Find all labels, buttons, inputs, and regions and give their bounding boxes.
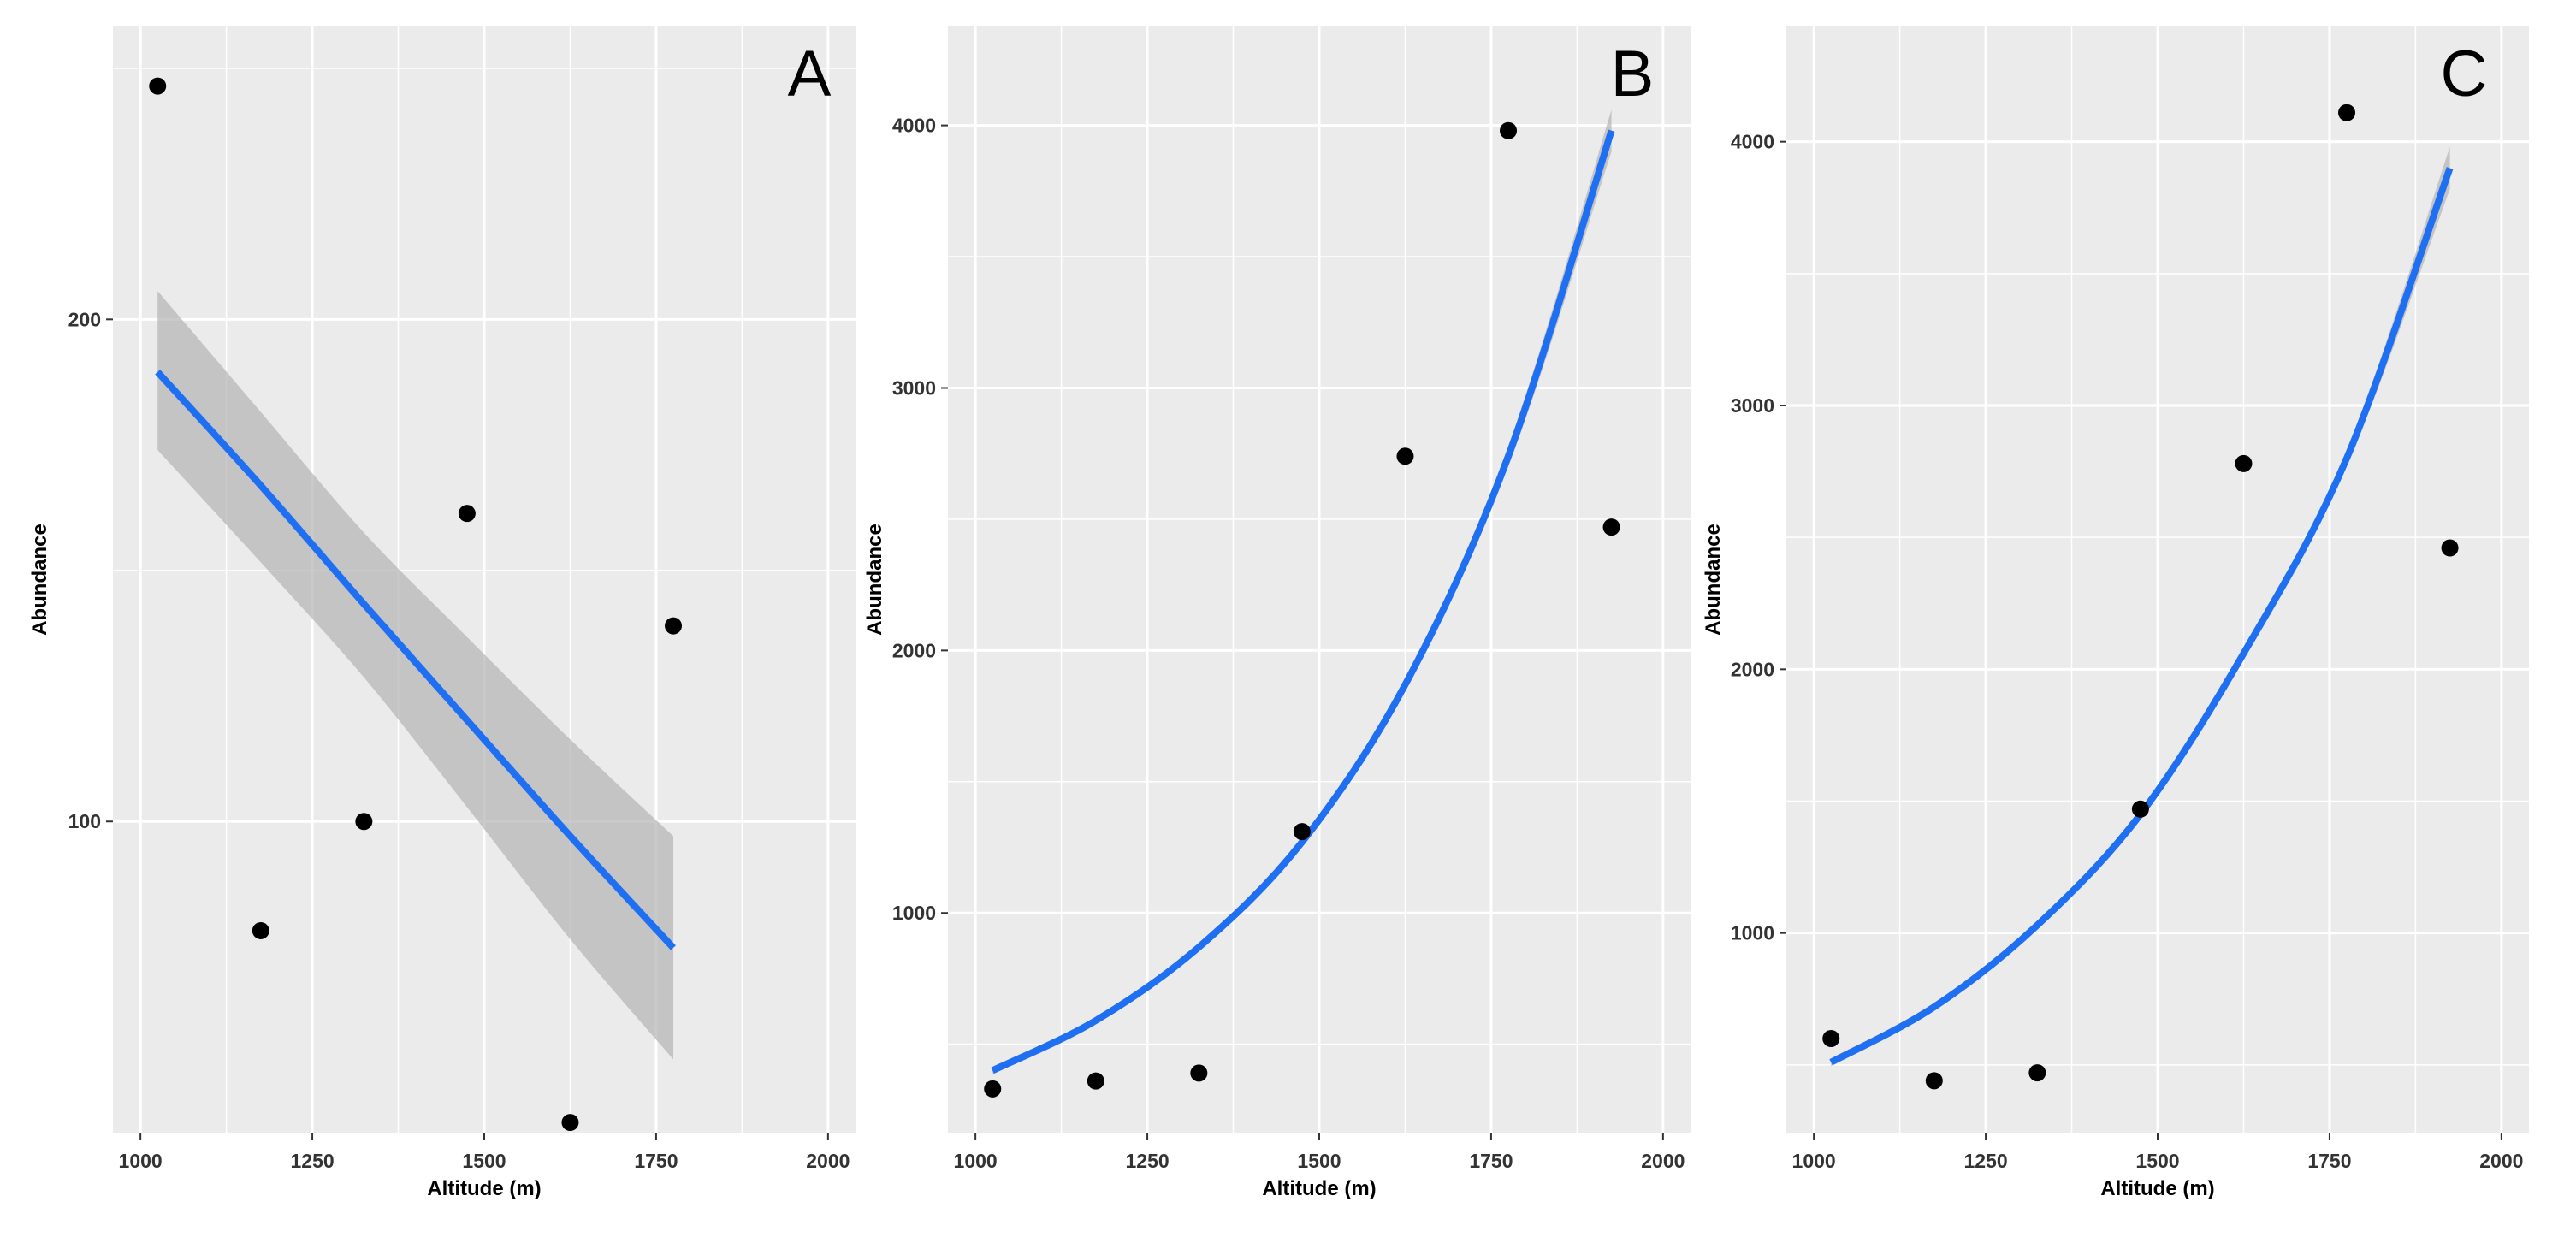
x-tick-label: 1750 xyxy=(2307,1150,2351,1172)
confidence-ribbon xyxy=(157,291,673,1060)
y-tick-label: 3000 xyxy=(892,376,936,399)
panel-label: A xyxy=(788,38,832,110)
x-tick-label: 2000 xyxy=(1641,1150,1685,1172)
panel-A: 1000 1250 1500 1750 2000 100 200 Altitude (m) Ab… xyxy=(28,26,856,1200)
fit-line xyxy=(1829,167,2454,1066)
x-tick-label: 1250 xyxy=(1963,1150,2007,1172)
panel-label: B xyxy=(1611,38,1655,110)
data-point xyxy=(1293,823,1311,841)
fit-line xyxy=(991,129,1615,1074)
data-point xyxy=(2028,1064,2046,1082)
panel-B: 1000 1250 1500 1750 2000 1000 2000 3000 4000 Alti… xyxy=(863,26,1691,1200)
x-tick-label: 2000 xyxy=(806,1150,850,1172)
data-point xyxy=(2131,800,2149,818)
x-tick-label: 1000 xyxy=(119,1150,163,1172)
x-tick-label: 1000 xyxy=(954,1150,998,1172)
y-tick-label: 1000 xyxy=(1731,922,1774,944)
x-tick-label: 1750 xyxy=(1469,1150,1513,1172)
y-tick-label: 2000 xyxy=(892,639,936,661)
data-point xyxy=(665,617,683,635)
data-point xyxy=(1602,518,1620,536)
data-point xyxy=(1396,447,1414,465)
x-tick-label: 1250 xyxy=(290,1150,334,1172)
x-tick-label: 1500 xyxy=(2135,1150,2179,1172)
data-point xyxy=(561,1114,579,1132)
data-point xyxy=(458,505,476,523)
data-point xyxy=(1087,1072,1104,1090)
panel-C: 1000 1250 1500 1750 2000 1000 2000 3000 4000 Alti… xyxy=(1702,26,2529,1200)
data-point xyxy=(2235,454,2253,472)
y-tick-label: 1000 xyxy=(892,902,936,924)
y-axis-title: Abundance xyxy=(1702,524,1725,636)
data-point xyxy=(2338,104,2356,121)
x-tick-label: 1750 xyxy=(634,1150,678,1172)
y-tick-label: 4000 xyxy=(892,115,936,137)
x-tick-label: 1000 xyxy=(1792,1150,1836,1172)
x-tick-label: 1500 xyxy=(462,1150,506,1172)
data-point xyxy=(1822,1030,1840,1047)
fit-line xyxy=(155,370,676,950)
y-axis-title: Abundance xyxy=(863,524,886,636)
x-axis-title: Altitude (m) xyxy=(1262,1177,1376,1200)
y-tick-label: 4000 xyxy=(1731,131,1774,153)
x-tick-label: 2000 xyxy=(2479,1150,2523,1172)
data-point xyxy=(1500,121,1518,139)
data-point xyxy=(1925,1072,1943,1090)
y-tick-label: 2000 xyxy=(1731,658,1774,680)
panel-label: C xyxy=(2441,38,2488,110)
data-point xyxy=(355,813,373,831)
x-axis-title: Altitude (m) xyxy=(2100,1177,2214,1200)
data-point xyxy=(1190,1064,1208,1082)
y-tick-label: 200 xyxy=(68,308,101,330)
data-point xyxy=(252,921,269,939)
data-point xyxy=(984,1080,1002,1098)
data-point xyxy=(2441,539,2459,557)
x-axis-title: Altitude (m) xyxy=(427,1177,541,1200)
y-tick-label: 3000 xyxy=(1731,394,1774,417)
x-tick-label: 1250 xyxy=(1125,1150,1169,1172)
data-point xyxy=(149,77,167,95)
x-tick-label: 1500 xyxy=(1297,1150,1341,1172)
y-tick-label: 100 xyxy=(68,810,101,832)
y-axis-title: Abundance xyxy=(28,524,51,636)
